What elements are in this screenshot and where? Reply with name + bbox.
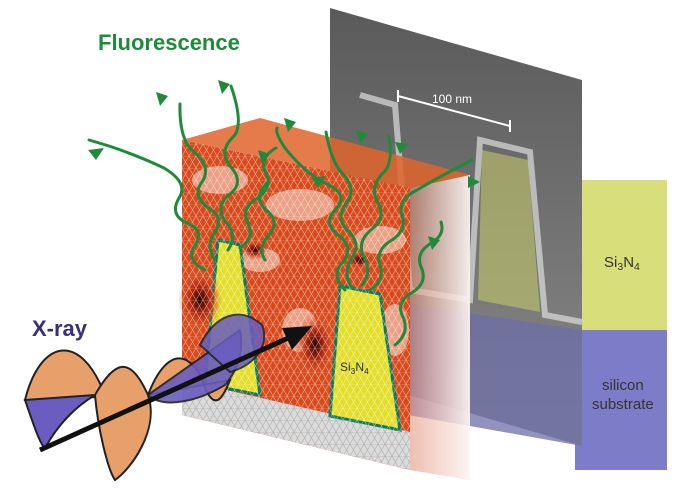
fem-mesh [182,140,410,470]
substrate-label: silicon substrate [592,377,654,413]
xray-label: X-ray [32,316,88,341]
si3n4-side-label: Si3N4 [604,254,640,273]
fluorescence-arrowheads [88,80,480,250]
xray-arrowhead [282,326,312,350]
scale-bar-label: 100 nm [432,92,473,106]
xray-arrow-shaft [38,332,297,453]
field-block-top [182,118,470,188]
sem-trench-shape [359,92,583,325]
sem-si3n4-fill [478,150,540,312]
scale-bar [397,95,511,127]
fluorescence-label: Fluorescence [98,30,240,55]
si3n4-inner-label: Si3N4 [340,360,369,376]
substrate-panel [575,330,667,470]
